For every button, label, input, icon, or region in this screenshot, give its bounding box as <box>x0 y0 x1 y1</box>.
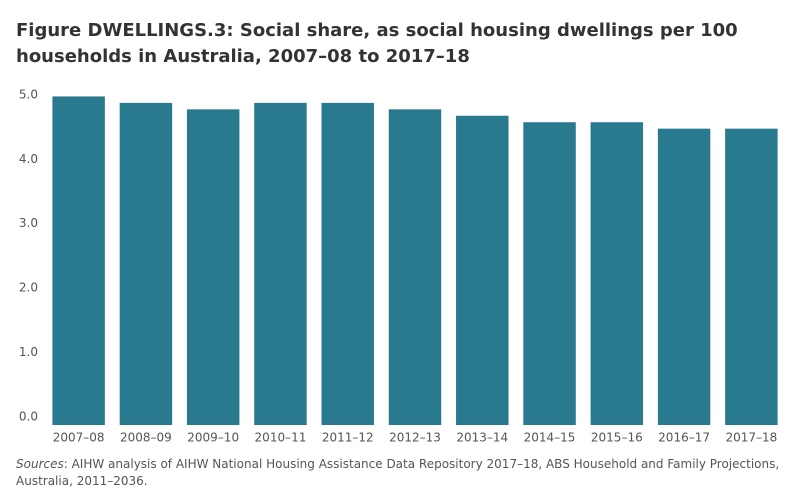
x-tick-label: 2013–14 <box>456 431 508 445</box>
source-text: : AIHW analysis of AIHW National Housing… <box>16 457 780 488</box>
bar <box>119 102 173 425</box>
bar <box>388 109 442 426</box>
y-tick-label: 5.0 <box>19 87 38 101</box>
y-tick-label: 2.0 <box>19 281 38 295</box>
bar <box>52 96 105 425</box>
source-note: Sources: AIHW analysis of AIHW National … <box>16 456 786 490</box>
bar <box>186 109 240 426</box>
bar <box>725 128 778 425</box>
y-tick-label: 1.0 <box>19 345 38 359</box>
bar <box>321 102 374 425</box>
bar <box>590 122 644 425</box>
x-tick-label: 2012–13 <box>389 431 441 445</box>
bar <box>657 128 711 425</box>
x-tick-label: 2016–17 <box>658 431 710 445</box>
x-tick-label: 2008–09 <box>120 431 172 445</box>
x-tick-label: 2017–18 <box>725 431 777 445</box>
x-tick-label: 2015–16 <box>591 431 643 445</box>
x-tick-label: 2014–15 <box>524 431 576 445</box>
x-tick-label: 2010–11 <box>255 431 307 445</box>
source-label: Sources <box>16 457 64 471</box>
bar <box>523 122 576 425</box>
bar <box>254 102 307 425</box>
x-tick-label: 2007–08 <box>53 431 105 445</box>
x-tick-label: 2009–10 <box>187 431 239 445</box>
bar <box>456 115 509 426</box>
y-tick-label: 4.0 <box>19 152 38 166</box>
y-tick-label: 0.0 <box>19 410 38 424</box>
y-tick-label: 3.0 <box>19 216 38 230</box>
x-tick-label: 2011–12 <box>322 431 374 445</box>
chart-title: Figure DWELLINGS.3: Social share, as soc… <box>16 20 738 67</box>
